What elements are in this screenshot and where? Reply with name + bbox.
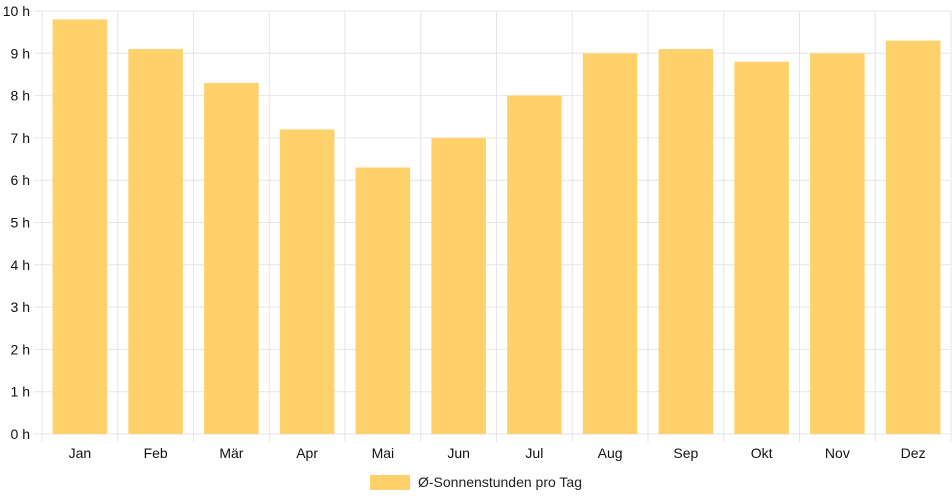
legend-label[interactable]: Ø-Sonnenstunden pro Tag [418,474,582,490]
x-tick-label: Mär [219,445,243,461]
x-tick-label: Jun [447,445,470,461]
y-axis-ticks: 0 h 1 h 2 h 3 h 4 h 5 h 6 h 7 h 8 h 9 h 10 h [3,3,30,442]
bar[interactable] [204,82,259,434]
x-tick-label: Feb [144,445,168,461]
x-axis-ticks: Jan Feb Mär Apr Mai Jun Jul Aug Sep Okt Nov Dez [69,445,926,461]
x-tick-label: Aug [598,445,623,461]
bar[interactable] [582,53,638,435]
y-tick-label: 10 h [3,3,30,19]
bars [52,19,941,435]
bar[interactable] [507,95,562,434]
x-tick-label: Nov [825,445,850,461]
y-tick-label: 0 h [11,426,30,442]
bar[interactable] [734,61,789,434]
x-tick-label: Sep [673,445,698,461]
y-tick-label: 7 h [11,130,30,146]
y-tick-label: 9 h [11,45,30,61]
bar[interactable] [279,129,335,434]
y-tick-label: 2 h [11,341,30,357]
y-tick-label: 6 h [11,172,30,188]
x-tick-label: Jan [69,445,92,461]
y-tick-label: 8 h [11,88,30,104]
bar[interactable] [810,53,865,435]
bar[interactable] [885,40,941,435]
bar[interactable] [52,19,108,435]
x-tick-label: Mai [372,445,395,461]
x-tick-label: Jul [525,445,543,461]
y-tick-label: 1 h [11,384,30,400]
grid [34,10,952,442]
bar[interactable] [355,167,411,434]
y-tick-label: 4 h [11,257,30,273]
legend[interactable]: Ø-Sonnenstunden pro Tag [370,474,582,490]
x-tick-label: Okt [751,445,773,461]
y-tick-label: 3 h [11,299,30,315]
bar[interactable] [658,49,714,434]
bar[interactable] [128,49,183,434]
x-tick-label: Apr [296,445,318,461]
x-tick-label: Dez [901,445,926,461]
bar[interactable] [431,137,486,434]
y-tick-label: 5 h [11,215,30,231]
legend-swatch[interactable] [370,475,410,490]
